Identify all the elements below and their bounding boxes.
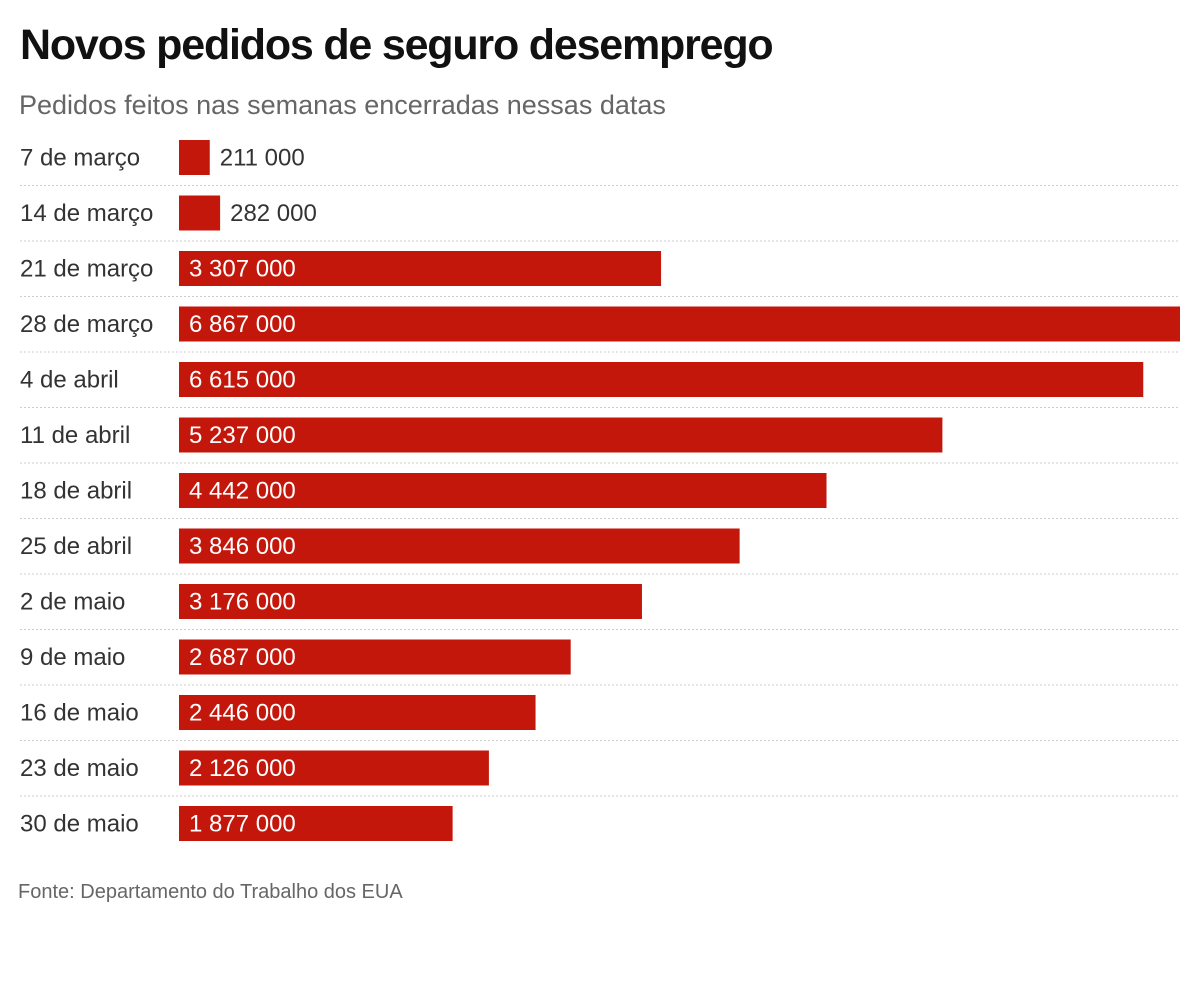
value-label: 282 000 — [230, 200, 317, 227]
bar — [179, 695, 536, 730]
category-label: 28 de março — [20, 311, 153, 338]
bar — [179, 528, 740, 564]
value-label: 2 687 000 — [189, 644, 296, 671]
category-label: 14 de março — [20, 200, 153, 227]
category-label: 23 de maio — [20, 755, 139, 782]
category-label: 16 de maio — [20, 700, 139, 727]
value-label: 5 237 000 — [189, 422, 296, 449]
bar — [179, 251, 662, 286]
bar — [179, 140, 210, 175]
bar — [179, 306, 1180, 342]
category-label: 30 de maio — [20, 811, 139, 838]
bar — [179, 473, 827, 508]
value-label: 6 615 000 — [189, 367, 296, 394]
bar — [179, 750, 489, 786]
value-label: 1 877 000 — [189, 811, 296, 838]
bar — [179, 639, 571, 675]
value-label: 2 126 000 — [189, 755, 296, 782]
bar — [179, 806, 453, 841]
value-label: 3 307 000 — [189, 256, 296, 283]
chart-title: Novos pedidos de seguro desemprego — [20, 21, 774, 69]
bar — [179, 584, 642, 619]
bar — [179, 417, 943, 453]
chart-subtitle: Pedidos feitos nas semanas encerradas ne… — [19, 90, 666, 120]
bar — [179, 195, 221, 231]
value-label: 2 446 000 — [189, 700, 296, 727]
value-label: 4 442 000 — [189, 478, 296, 505]
value-label: 3 176 000 — [189, 589, 296, 616]
category-label: 4 de abril — [20, 367, 119, 394]
category-label: 2 de maio — [20, 589, 125, 616]
category-label: 18 de abril — [20, 478, 132, 505]
category-label: 21 de março — [20, 256, 153, 283]
bar — [179, 362, 1144, 397]
category-label: 25 de abril — [20, 533, 132, 560]
category-label: 7 de março — [20, 145, 140, 172]
category-label: 11 de abril — [20, 422, 130, 449]
source-note: Fonte: Departamento do Trabalho dos EUA — [18, 881, 403, 903]
category-label: 9 de maio — [20, 644, 125, 671]
bar-chart: 7 de março 211 000 14 de março 282 000 21 de… — [20, 140, 1180, 841]
value-label: 3 846 000 — [189, 533, 296, 560]
value-label: 211 000 — [220, 145, 305, 172]
value-label: 6 867 000 — [189, 311, 296, 338]
